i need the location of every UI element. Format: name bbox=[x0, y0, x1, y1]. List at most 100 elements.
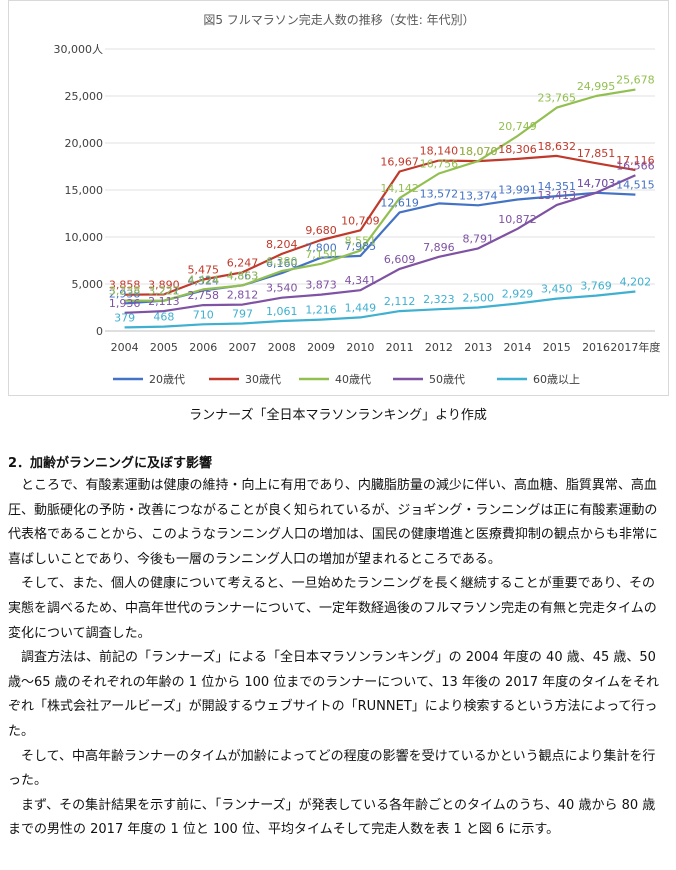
data-label: 7,985 bbox=[345, 240, 377, 253]
series-line bbox=[124, 154, 636, 296]
data-label: 3,540 bbox=[266, 282, 298, 295]
line-chart: 図5 フルマラソン完走人数の推移（女性: 年代別） 0 5,000 10,000 15,… bbox=[54, 12, 661, 386]
x-tick-label: 2007 bbox=[229, 341, 257, 354]
data-label: 4,853 bbox=[227, 269, 259, 282]
data-label: 5,475 bbox=[187, 264, 219, 277]
data-label: 13,991 bbox=[498, 183, 537, 196]
x-tick-label: 2005 bbox=[150, 341, 178, 354]
x-tick-label: 2008 bbox=[268, 341, 296, 354]
chart-caption: ランナーズ「全日本マラソンランキング」より作成 bbox=[189, 408, 487, 423]
x-tick-label: 2011 bbox=[386, 341, 414, 354]
data-label: 8,551 bbox=[345, 235, 377, 248]
data-label: 18,306 bbox=[498, 143, 537, 156]
data-label: 3,769 bbox=[580, 280, 612, 293]
data-label: 4,324 bbox=[187, 274, 219, 287]
data-label: 18,070 bbox=[459, 145, 498, 158]
y-tick-label: 10,000 bbox=[65, 231, 104, 244]
data-label: 4,341 bbox=[345, 274, 377, 287]
legend-label: 40歳代 bbox=[335, 373, 371, 386]
data-label: 4,863 bbox=[227, 269, 259, 282]
data-label: 3,873 bbox=[305, 279, 337, 292]
data-label: 14,703 bbox=[577, 177, 616, 190]
data-label: 2,812 bbox=[227, 289, 259, 302]
data-label: 2,929 bbox=[502, 287, 534, 300]
x-tick-label: 2016 bbox=[582, 341, 610, 354]
y-tick-label: 25,000 bbox=[65, 90, 104, 103]
data-label: 4,424 bbox=[187, 273, 219, 286]
data-label: 4,202 bbox=[620, 276, 652, 289]
data-label: 16,566 bbox=[616, 159, 655, 172]
y-tick-label: 30,000人 bbox=[54, 43, 104, 56]
data-label: 2,758 bbox=[187, 289, 219, 302]
data-label: 14,351 bbox=[538, 180, 577, 193]
data-label: 2,113 bbox=[148, 295, 180, 308]
series-line bbox=[124, 290, 636, 329]
data-label: 18,632 bbox=[538, 140, 577, 153]
x-tick-label: 2010 bbox=[346, 341, 374, 354]
data-label: 6,247 bbox=[227, 256, 259, 269]
chart-container: 図5 フルマラソン完走人数の推移（女性: 年代別） 0 5,000 10,000 15,… bbox=[8, 0, 669, 396]
data-label: 1,061 bbox=[266, 305, 298, 318]
paragraph: そして、中高年齢ランナーのタイムが加齢によってどの程度の影響を受けているかという… bbox=[8, 748, 656, 789]
data-label: 797 bbox=[232, 308, 253, 321]
series-line bbox=[124, 174, 636, 314]
data-label: 468 bbox=[153, 311, 174, 324]
data-label: 3,890 bbox=[148, 278, 180, 291]
chart-title: 図5 フルマラソン完走人数の推移（女性: 年代別） bbox=[203, 12, 474, 27]
data-label: 12,619 bbox=[380, 196, 419, 209]
x-tick-label: 2006 bbox=[189, 341, 217, 354]
data-label: 14,703 bbox=[577, 177, 616, 190]
data-label: 3,858 bbox=[109, 279, 141, 292]
data-label: 25,678 bbox=[616, 74, 655, 87]
data-label: 1,449 bbox=[345, 301, 377, 314]
x-tick-label: 2012 bbox=[425, 341, 453, 354]
data-label: 20,749 bbox=[498, 120, 537, 133]
data-label: 13,413 bbox=[538, 189, 577, 202]
y-tick-label: 15,000 bbox=[65, 184, 104, 197]
body-text: ところで、有酸素運動は健康の維持・向上に有用であり、内臓脂肪量の減少に伴い、高血… bbox=[8, 474, 660, 843]
legend-label: 30歳代 bbox=[245, 373, 281, 386]
x-tick-label: 2017年度 bbox=[610, 340, 660, 354]
data-label: 14,142 bbox=[380, 182, 419, 195]
data-label: 3,221 bbox=[148, 285, 180, 298]
x-tick-label: 2004 bbox=[111, 341, 139, 354]
data-label: 16,967 bbox=[380, 156, 419, 169]
data-label: 2,938 bbox=[109, 287, 141, 300]
data-label: 17,116 bbox=[616, 154, 655, 167]
data-label: 6,160 bbox=[266, 257, 298, 270]
data-label: 1,216 bbox=[305, 304, 337, 317]
data-label: 8,791 bbox=[462, 232, 494, 245]
data-label: 6,609 bbox=[384, 253, 416, 266]
legend-label: 50歳代 bbox=[429, 373, 465, 386]
paragraph: 調査方法は、前記の「ランナーズ」による「全日本マラソンランキング」の 2004 … bbox=[8, 650, 660, 739]
data-label: 1,936 bbox=[109, 297, 141, 310]
data-label: 9,680 bbox=[305, 224, 337, 237]
data-label: 18,140 bbox=[420, 144, 459, 157]
data-label: 3,222 bbox=[148, 285, 180, 298]
data-label: 24,995 bbox=[577, 80, 616, 93]
section-title: 2．加齢がランニングに及ぼす影響 bbox=[8, 456, 213, 471]
paragraph: まず、その集計結果を示す前に、「ランナーズ」が発表している各年齢ごとのタイムのう… bbox=[8, 797, 656, 838]
data-label: 10,709 bbox=[341, 214, 380, 227]
data-label: 8,204 bbox=[266, 238, 298, 251]
data-label: 710 bbox=[193, 308, 214, 321]
data-label: 16,756 bbox=[420, 157, 459, 170]
x-tick-label: 2015 bbox=[543, 341, 571, 354]
data-label: 3,450 bbox=[541, 283, 573, 296]
data-label: 7,896 bbox=[423, 241, 455, 254]
paragraph: そして、また、個人の健康について考えると、一旦始めたランニングを長く継続すること… bbox=[8, 576, 657, 641]
series-line bbox=[124, 88, 636, 302]
legend-label: 20歳代 bbox=[149, 373, 185, 386]
y-tick-label: 5,000 bbox=[72, 278, 104, 291]
y-tick-label: 20,000 bbox=[65, 137, 104, 150]
data-label: 6,380 bbox=[266, 255, 298, 268]
x-tick-label: 2014 bbox=[504, 341, 532, 354]
y-tick-label: 0 bbox=[96, 325, 103, 338]
x-tick-label: 2009 bbox=[307, 341, 335, 354]
data-label: 17,851 bbox=[577, 147, 616, 160]
data-label: 3,238 bbox=[109, 285, 141, 298]
data-label: 7,150 bbox=[305, 248, 337, 261]
data-label: 379 bbox=[114, 311, 135, 324]
data-label: 18,070 bbox=[459, 145, 498, 158]
data-label: 10,872 bbox=[498, 213, 537, 226]
